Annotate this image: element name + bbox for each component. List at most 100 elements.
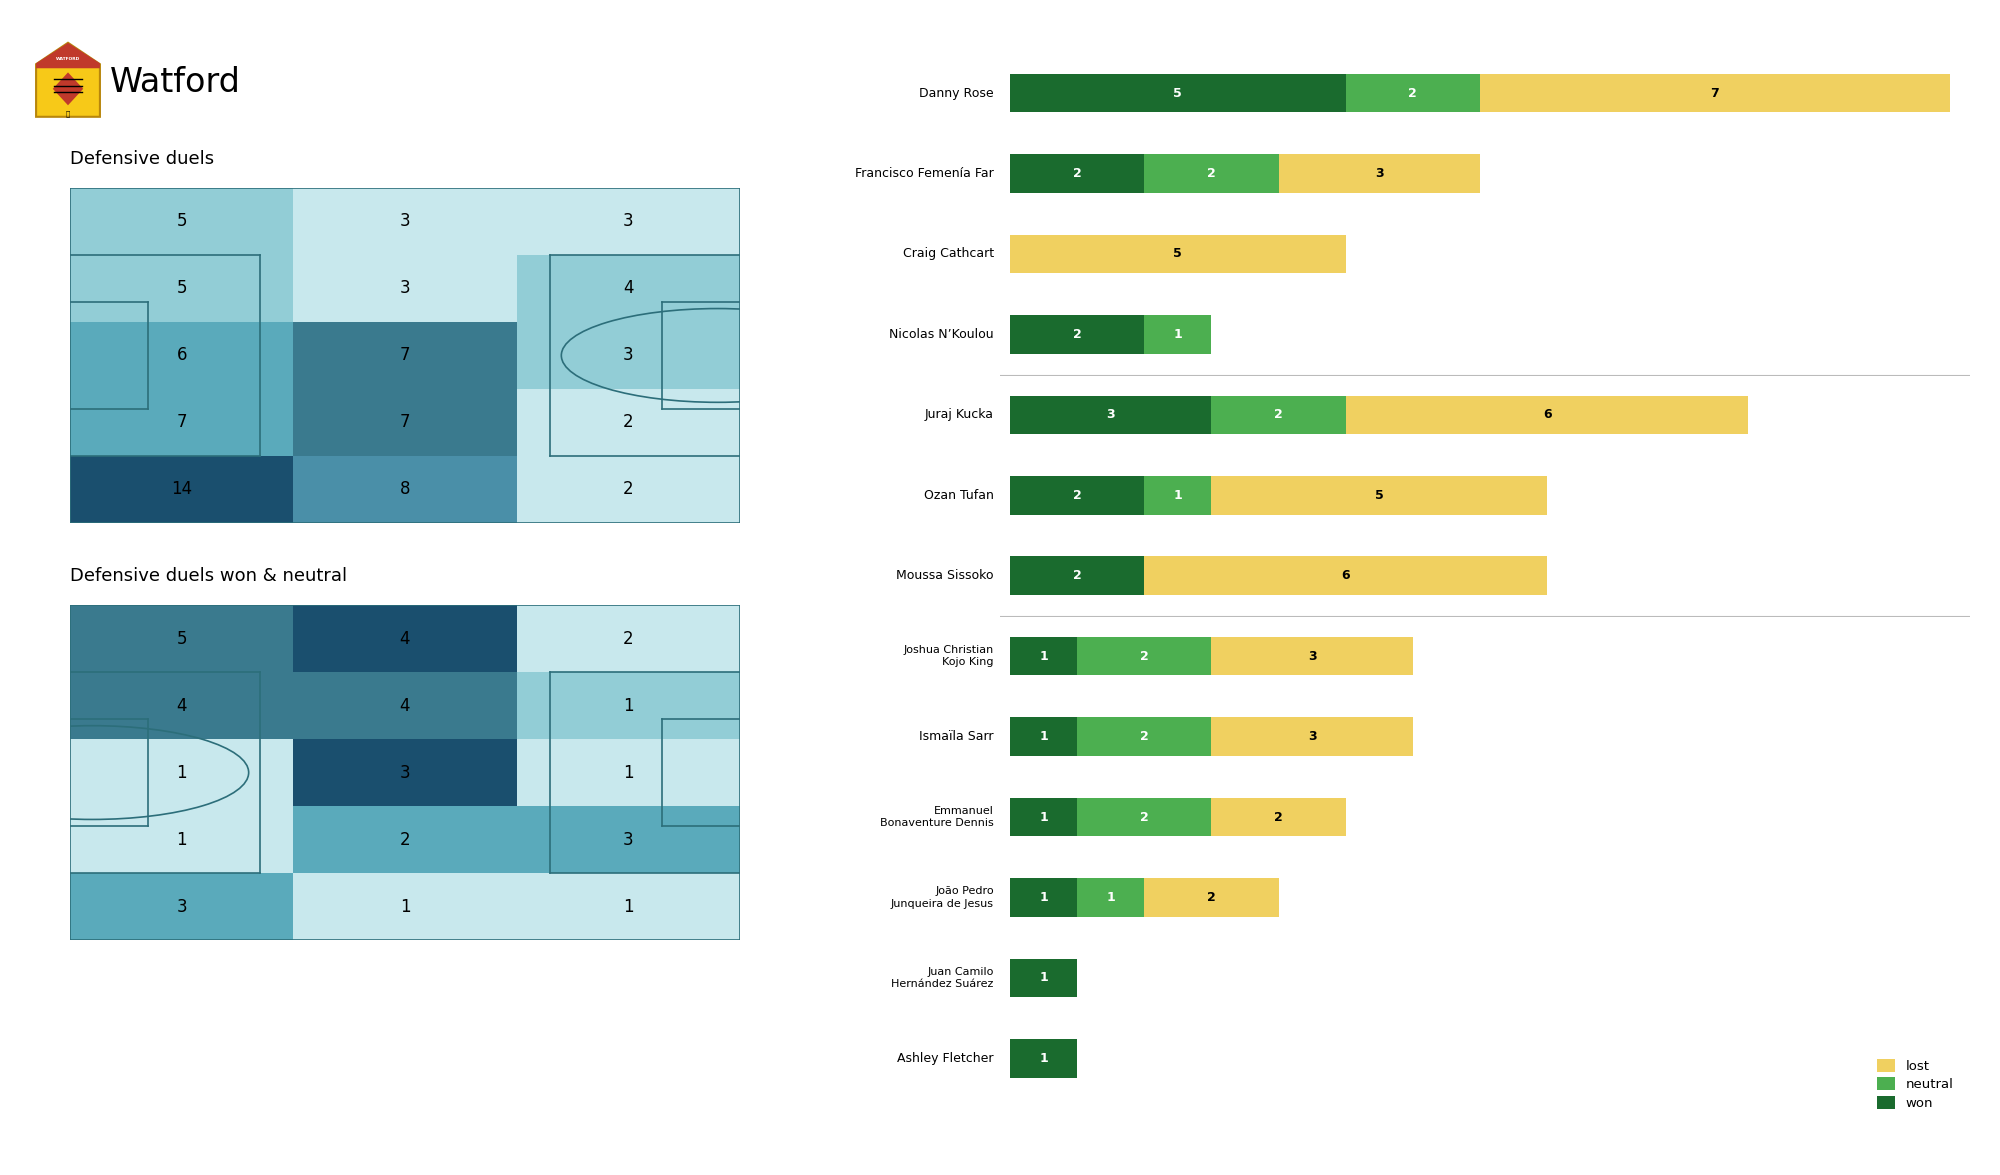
Text: 3: 3 <box>400 213 410 230</box>
Bar <box>516 873 740 940</box>
Text: Emmanuel
Bonaventure Dennis: Emmanuel Bonaventure Dennis <box>880 806 994 828</box>
Text: Defensive duels won & neutral: Defensive duels won & neutral <box>70 566 348 585</box>
Text: Craig Cathcart: Craig Cathcart <box>902 248 994 261</box>
Text: 2: 2 <box>1408 87 1418 100</box>
Bar <box>1212 396 1346 435</box>
Bar <box>70 605 294 672</box>
Text: 7: 7 <box>400 414 410 431</box>
Bar <box>516 322 740 389</box>
Bar <box>70 806 294 873</box>
Text: 8: 8 <box>400 481 410 498</box>
Text: 3: 3 <box>1374 167 1384 180</box>
Text: 3: 3 <box>624 831 634 848</box>
Text: 2: 2 <box>1072 569 1082 583</box>
Bar <box>516 605 740 672</box>
Text: 1: 1 <box>176 764 186 781</box>
Text: 1: 1 <box>1174 489 1182 502</box>
Bar <box>70 188 294 255</box>
Text: Danny Rose: Danny Rose <box>920 87 994 100</box>
Bar <box>1078 878 1144 916</box>
Text: Ozan Tufan: Ozan Tufan <box>924 489 994 502</box>
Bar <box>1010 637 1078 676</box>
Text: 1: 1 <box>400 898 410 915</box>
Text: Francisco Femenía Far: Francisco Femenía Far <box>854 167 994 180</box>
Text: 3: 3 <box>1106 409 1116 422</box>
Bar <box>516 456 740 523</box>
Bar <box>1010 235 1346 274</box>
Text: Joshua Christian
Kojo King: Joshua Christian Kojo King <box>904 645 994 667</box>
Text: 3: 3 <box>400 764 410 781</box>
Text: 4: 4 <box>400 630 410 647</box>
Polygon shape <box>36 42 100 116</box>
Bar <box>70 255 294 322</box>
Text: 3: 3 <box>1308 650 1316 663</box>
Text: 1: 1 <box>624 764 634 781</box>
Bar <box>1010 878 1078 916</box>
Bar <box>1212 476 1548 515</box>
Text: Juan Camilo
Hernández Suárez: Juan Camilo Hernández Suárez <box>892 967 994 989</box>
Bar <box>294 739 516 806</box>
Text: 2: 2 <box>1072 328 1082 341</box>
Text: Watford: Watford <box>110 66 240 99</box>
Text: 7: 7 <box>400 347 410 364</box>
Text: 1: 1 <box>1174 328 1182 341</box>
Bar <box>1010 959 1078 998</box>
Text: 1: 1 <box>1040 730 1048 743</box>
Text: 3: 3 <box>624 347 634 364</box>
Bar <box>1010 717 1078 756</box>
Text: WATFORD: WATFORD <box>56 58 80 61</box>
Bar <box>1278 154 1480 193</box>
Bar <box>70 456 294 523</box>
Text: 2: 2 <box>1072 489 1082 502</box>
Polygon shape <box>52 73 84 106</box>
Bar <box>294 322 516 389</box>
Bar <box>70 873 294 940</box>
Text: 1: 1 <box>1106 891 1116 904</box>
Text: 4: 4 <box>400 697 410 714</box>
Text: 2: 2 <box>624 481 634 498</box>
Text: 14: 14 <box>172 481 192 498</box>
Bar <box>1480 74 1950 113</box>
Bar <box>1078 717 1212 756</box>
Text: 5: 5 <box>176 280 186 297</box>
Text: 1: 1 <box>1040 811 1048 824</box>
Text: 1: 1 <box>1040 891 1048 904</box>
Text: 6: 6 <box>1542 409 1552 422</box>
Bar <box>1346 74 1480 113</box>
Bar <box>1078 637 1212 676</box>
Text: 3: 3 <box>176 898 186 915</box>
Text: 1: 1 <box>1040 972 1048 985</box>
Bar <box>294 806 516 873</box>
Bar <box>516 739 740 806</box>
Bar <box>70 739 294 806</box>
Text: Ismaïla Sarr: Ismaïla Sarr <box>920 730 994 743</box>
Bar <box>1010 74 1346 113</box>
Text: 5: 5 <box>1174 87 1182 100</box>
Bar <box>1078 798 1212 837</box>
Bar <box>1144 315 1212 354</box>
Bar <box>1212 798 1346 837</box>
Text: 6: 6 <box>176 347 186 364</box>
Text: 2: 2 <box>1208 167 1216 180</box>
Text: 7: 7 <box>1710 87 1720 100</box>
Bar <box>1010 396 1212 435</box>
Text: 2: 2 <box>1140 650 1148 663</box>
Text: 7: 7 <box>176 414 186 431</box>
Text: 2: 2 <box>1274 811 1282 824</box>
Legend: lost, neutral, won: lost, neutral, won <box>1876 1059 1954 1109</box>
Bar <box>1010 154 1144 193</box>
Text: 6: 6 <box>1342 569 1350 583</box>
Bar <box>294 255 516 322</box>
Bar <box>516 806 740 873</box>
Text: 1: 1 <box>1040 1052 1048 1065</box>
Bar <box>294 456 516 523</box>
Text: 3: 3 <box>400 280 410 297</box>
Text: 2: 2 <box>400 831 410 848</box>
Text: 1: 1 <box>176 831 186 848</box>
Bar <box>1144 154 1278 193</box>
Bar <box>294 605 516 672</box>
Bar <box>294 389 516 456</box>
Text: 5: 5 <box>1174 248 1182 261</box>
Bar <box>516 255 740 322</box>
Text: 1: 1 <box>624 697 634 714</box>
